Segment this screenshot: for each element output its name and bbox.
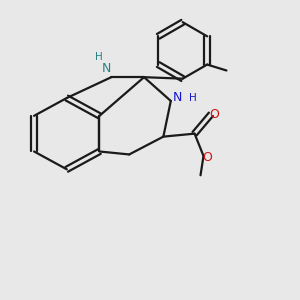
Text: N: N bbox=[173, 92, 183, 104]
Text: O: O bbox=[210, 108, 219, 121]
Text: H: H bbox=[95, 52, 103, 62]
Text: N: N bbox=[101, 62, 111, 75]
Text: H: H bbox=[189, 93, 196, 103]
Text: O: O bbox=[202, 151, 212, 164]
